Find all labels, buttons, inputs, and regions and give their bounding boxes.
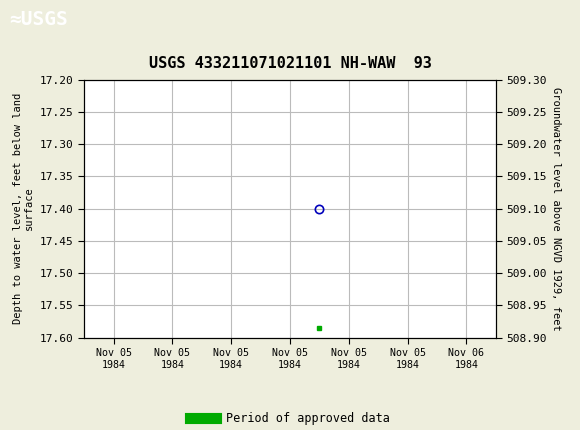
Y-axis label: Groundwater level above NGVD 1929, feet: Groundwater level above NGVD 1929, feet: [550, 87, 561, 330]
Legend: Period of approved data: Period of approved data: [186, 407, 394, 430]
Y-axis label: Depth to water level, feet below land
surface: Depth to water level, feet below land su…: [13, 93, 34, 324]
Text: USGS 433211071021101 NH-WAW  93: USGS 433211071021101 NH-WAW 93: [148, 56, 432, 71]
Text: ≈USGS: ≈USGS: [9, 10, 67, 30]
